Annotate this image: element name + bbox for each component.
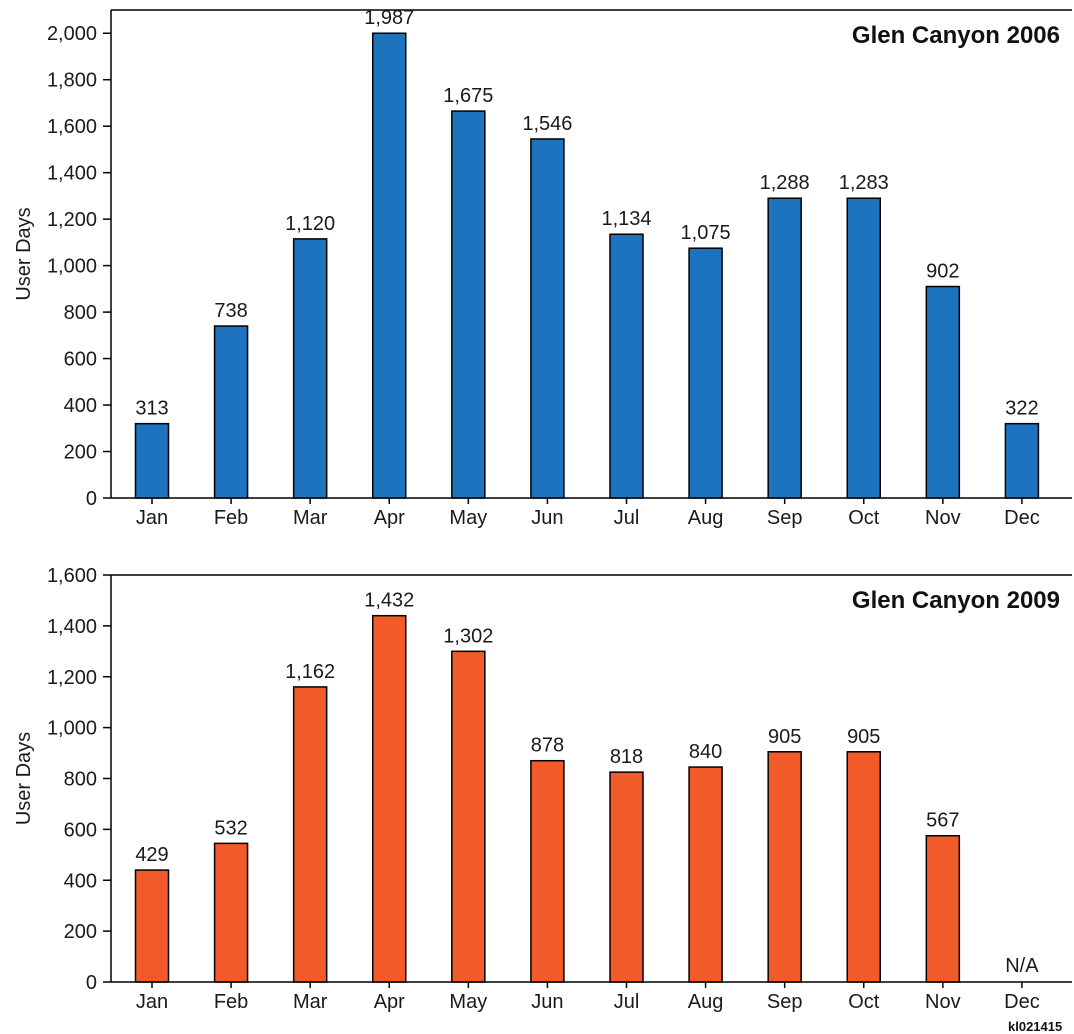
- y-tick-label: 0: [86, 972, 97, 994]
- data-label: 905: [847, 726, 880, 748]
- data-label: 905: [768, 726, 801, 748]
- x-tick-label: Sep: [767, 507, 803, 529]
- y-tick-label: 1,400: [47, 163, 97, 185]
- bar-oct: [846, 751, 881, 983]
- x-tick-label: Apr: [374, 507, 405, 529]
- x-tick-label: May: [449, 991, 487, 1013]
- y-tick-label: 400: [64, 395, 97, 417]
- y-tick-label: 1,800: [47, 70, 97, 92]
- y-tick-label: 400: [64, 870, 97, 892]
- bar-may: [451, 110, 486, 499]
- x-tick-label: Nov: [925, 991, 961, 1013]
- y-tick-label: 200: [64, 921, 97, 943]
- y-tick-label: 800: [64, 302, 97, 324]
- y-tick-label: 1,200: [47, 209, 97, 231]
- x-tick-label: Feb: [214, 507, 248, 529]
- data-label: 1,546: [522, 113, 572, 135]
- bar-jun: [530, 138, 565, 499]
- chart-title: Glen Canyon 2006: [852, 22, 1060, 49]
- data-label: 902: [926, 261, 959, 283]
- bar-jul: [609, 771, 644, 983]
- y-tick-label: 600: [64, 349, 97, 371]
- data-label: 429: [135, 844, 168, 866]
- y-axis-title: User Days: [13, 207, 35, 300]
- data-label: 1,675: [443, 85, 493, 107]
- x-tick-label: Mar: [293, 507, 328, 529]
- x-tick-label: Nov: [925, 507, 961, 529]
- x-tick-label: Dec: [1004, 507, 1040, 529]
- data-label: 1,075: [681, 222, 731, 244]
- x-tick-label: Sep: [767, 991, 803, 1013]
- y-tick-label: 1,400: [47, 616, 97, 638]
- y-tick-label: 1,200: [47, 667, 97, 689]
- x-tick-label: Dec: [1004, 991, 1040, 1013]
- data-label: 818: [610, 746, 643, 768]
- bar-jun: [530, 759, 565, 983]
- data-label: 1,432: [364, 590, 414, 612]
- data-label: 532: [214, 817, 247, 839]
- bar-jul: [609, 233, 644, 499]
- bar-mar: [292, 238, 328, 499]
- x-tick-label: Jun: [531, 507, 563, 529]
- bar-nov: [925, 834, 961, 983]
- y-tick-label: 1,000: [47, 718, 97, 740]
- data-label: 1,120: [285, 213, 335, 235]
- bar-mar: [292, 686, 328, 983]
- bar-aug: [688, 766, 723, 983]
- x-tick-label: May: [449, 507, 487, 529]
- bar-jan: [134, 422, 170, 499]
- data-label: 313: [135, 398, 168, 420]
- data-label: N/A: [1005, 955, 1039, 977]
- x-tick-label: Feb: [214, 991, 248, 1013]
- y-tick-label: 800: [64, 769, 97, 791]
- x-tick-label: Jan: [136, 991, 168, 1013]
- data-label: 1,302: [443, 625, 493, 647]
- bar-apr: [372, 614, 407, 983]
- chart-title: Glen Canyon 2009: [852, 587, 1060, 614]
- bar-may: [451, 650, 486, 983]
- y-tick-label: 1,000: [47, 256, 97, 278]
- chart-panel-2006: 0 200 400 600 800 1,000 1,200 1,400 1,600 1,800 2,…: [13, 7, 1072, 529]
- data-label: 738: [214, 300, 247, 322]
- bar-sep: [767, 197, 802, 499]
- bar-dec: [1004, 422, 1040, 499]
- data-label: 1,987: [364, 7, 414, 29]
- bar-feb: [213, 842, 249, 983]
- x-tick-label: Apr: [374, 991, 405, 1013]
- x-tick-label: Jul: [614, 991, 640, 1013]
- x-tick-label: Mar: [293, 991, 328, 1013]
- bar-feb: [213, 325, 249, 499]
- y-tick-label: 600: [64, 819, 97, 841]
- data-label: 1,162: [285, 661, 335, 683]
- data-label: 840: [689, 741, 722, 763]
- figure-id: kl021415: [1008, 1019, 1062, 1034]
- data-label: 1,288: [760, 172, 810, 194]
- y-tick-label: 1,600: [47, 116, 97, 138]
- data-label: 1,283: [839, 172, 889, 194]
- x-tick-label: Oct: [848, 507, 880, 529]
- x-tick-label: Jan: [136, 507, 168, 529]
- y-axis-title: User Days: [13, 732, 35, 825]
- y-tick-label: 1,600: [47, 565, 97, 587]
- bar-oct: [846, 197, 881, 499]
- bar-jan: [134, 869, 170, 983]
- bar-aug: [688, 247, 723, 499]
- data-label: 567: [926, 810, 959, 832]
- y-tick-label: 2,000: [47, 23, 97, 45]
- x-tick-label: Oct: [848, 991, 880, 1013]
- x-tick-label: Aug: [688, 991, 724, 1013]
- bar-nov: [925, 285, 961, 499]
- x-tick-label: Aug: [688, 507, 724, 529]
- data-label: 878: [531, 735, 564, 757]
- data-label: 1,134: [601, 208, 651, 230]
- data-label: 322: [1005, 398, 1038, 420]
- y-tick-label: 200: [64, 442, 97, 464]
- x-tick-label: Jun: [531, 991, 563, 1013]
- chart-panel-2009: 0 200 400 600 800 1,000 1,200 1,400 1,600 User Da…: [13, 565, 1072, 1013]
- bar-apr: [372, 32, 407, 499]
- bar-sep: [767, 751, 802, 983]
- y-tick-label: 0: [86, 488, 97, 510]
- x-tick-label: Jul: [614, 507, 640, 529]
